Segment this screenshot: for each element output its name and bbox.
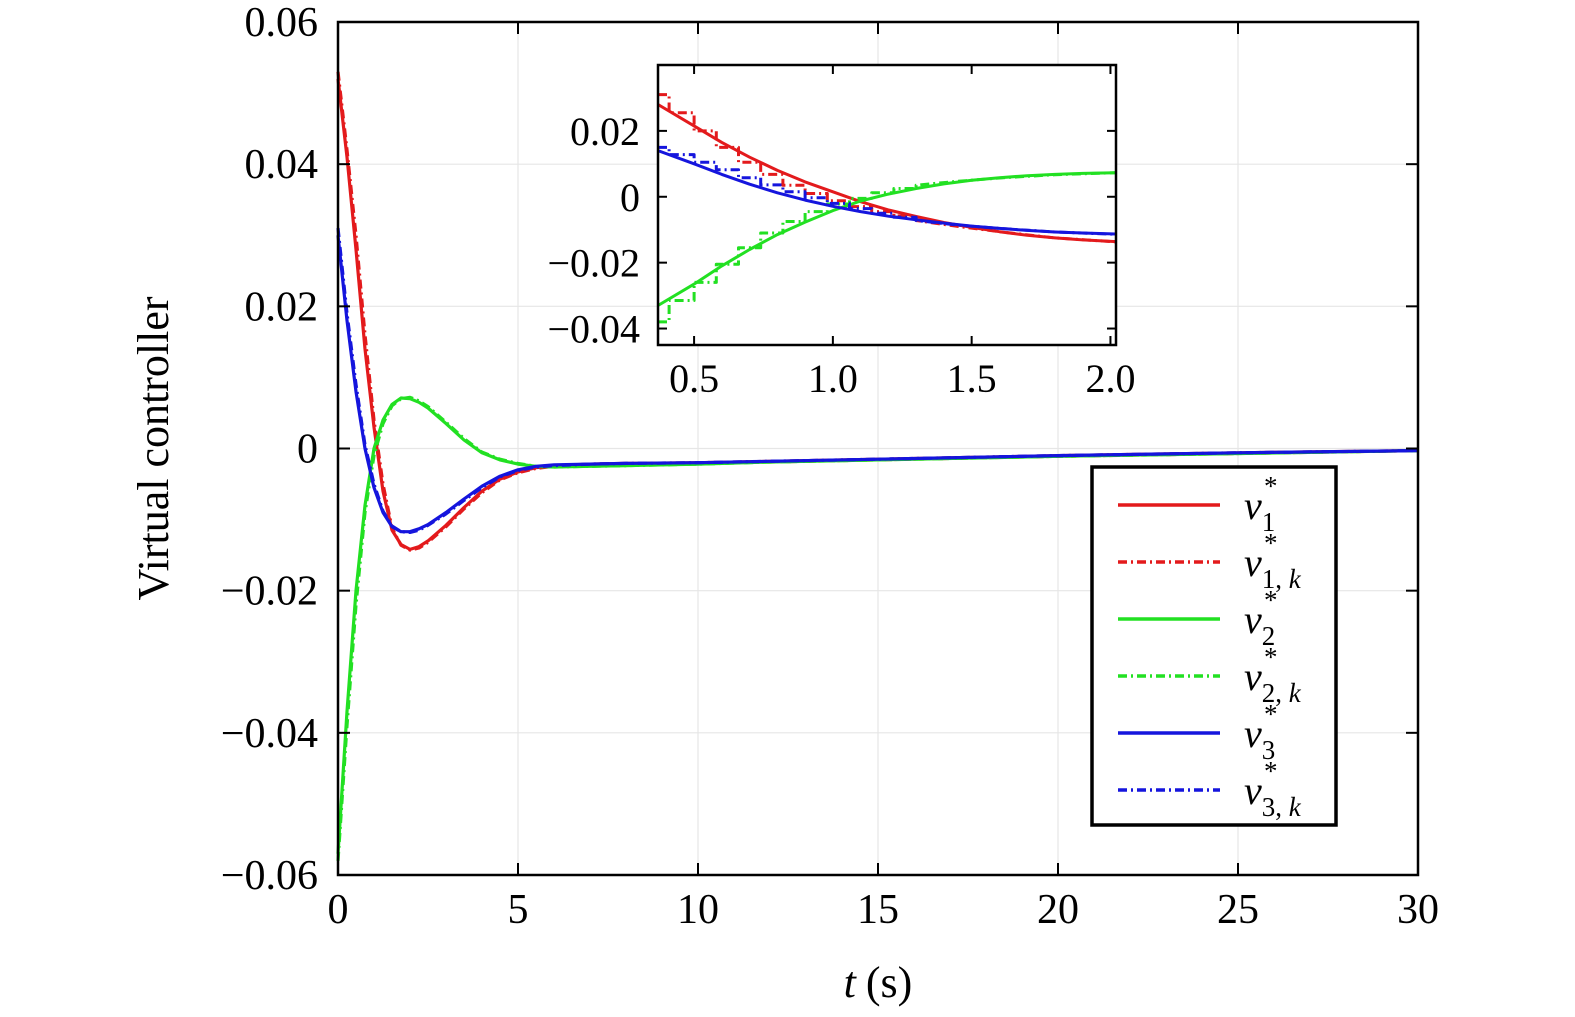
legend-sup-0: * <box>1264 471 1278 501</box>
legend-sup-1: * <box>1264 528 1278 558</box>
main-ticks <box>337 21 1419 876</box>
x-tick-label-0: 0 <box>328 887 349 933</box>
main-series-5 <box>336 227 1419 535</box>
main-series-1 <box>336 71 1419 552</box>
legend-item-4: v3* <box>1118 699 1278 765</box>
x-tick-label-3: 15 <box>857 887 899 933</box>
legend-label-2: v2 <box>1244 597 1275 651</box>
x-axis-unit: (s) <box>866 958 912 1007</box>
inset-y-tick-label-3: 0.02 <box>570 109 640 154</box>
inset-series-4 <box>657 149 1117 236</box>
legend: v1*v1, k*v2*v2, k*v3*v3, k* <box>1090 465 1338 827</box>
legend-label-4: v3 <box>1244 711 1275 765</box>
inset-zoom: 0.5 1.0 1.5 2.0 −0.04 −0.02 0 0.02 <box>547 63 1135 401</box>
legend-box <box>1090 465 1338 827</box>
inset-y-tick-label-0: −0.04 <box>547 307 640 352</box>
inset-series-3 <box>658 171 1117 324</box>
inset-x-tick-label-1: 1.0 <box>808 356 858 401</box>
legend-sup-5: * <box>1264 756 1278 786</box>
legend-sup-2: * <box>1264 585 1278 615</box>
y-tick-label-1: −0.04 <box>221 711 318 757</box>
inset-series-5 <box>658 145 1117 236</box>
x-tick-label-1: 5 <box>508 887 529 933</box>
legend-item-2: v2* <box>1118 585 1278 651</box>
main-tick-labels: 0 5 10 15 20 25 30 −0.06 −0.04 −0.02 0 0.02 0.04 0.06 <box>221 0 1439 933</box>
legend-item-1: v1, k* <box>1118 528 1302 594</box>
legend-item-3: v2, k* <box>1118 642 1302 708</box>
inset-y-tick-label-2: 0 <box>620 175 640 220</box>
inset-background <box>658 65 1116 345</box>
inset-y-tick-label-1: −0.02 <box>547 241 640 286</box>
x-tick-label-4: 20 <box>1037 887 1079 933</box>
y-tick-label-4: 0.02 <box>245 284 319 330</box>
legend-label-0: v1 <box>1244 483 1275 537</box>
legend-sup-3: * <box>1264 642 1278 672</box>
y-axis-label: Virtual controller <box>129 296 178 600</box>
main-plot-lines <box>336 71 1419 861</box>
x-tick-label-2: 10 <box>677 887 719 933</box>
legend-sup-4: * <box>1264 699 1278 729</box>
x-axis-label: t (s) <box>844 958 913 1007</box>
x-tick-label-6: 30 <box>1397 887 1439 933</box>
y-tick-label-2: −0.02 <box>221 569 318 615</box>
x-tick-label-5: 25 <box>1217 887 1259 933</box>
inset-x-tick-label-3: 2.0 <box>1085 356 1135 401</box>
inset-ticks <box>658 65 1116 345</box>
y-tick-label-6: 0.06 <box>245 0 319 46</box>
x-axis-variable: t <box>844 958 858 1007</box>
inset-plot-lines <box>657 93 1117 324</box>
inset-tick-labels: 0.5 1.0 1.5 2.0 −0.04 −0.02 0 0.02 <box>547 109 1135 401</box>
legend-item-0: v1* <box>1118 471 1278 537</box>
legend-label-3: v2, k <box>1244 654 1302 708</box>
inset-x-tick-label-0: 0.5 <box>669 356 719 401</box>
legend-label-5: v3, k <box>1244 768 1302 822</box>
inset-x-tick-label-2: 1.5 <box>947 356 997 401</box>
inset-frame <box>656 63 1118 347</box>
y-tick-label-0: −0.06 <box>221 853 318 899</box>
legend-item-5: v3, k* <box>1118 756 1302 822</box>
y-tick-label-5: 0.04 <box>245 142 319 188</box>
inset-series-0 <box>657 103 1117 244</box>
y-tick-label-3: 0 <box>297 427 318 473</box>
legend-label-1: v1, k <box>1244 540 1302 594</box>
